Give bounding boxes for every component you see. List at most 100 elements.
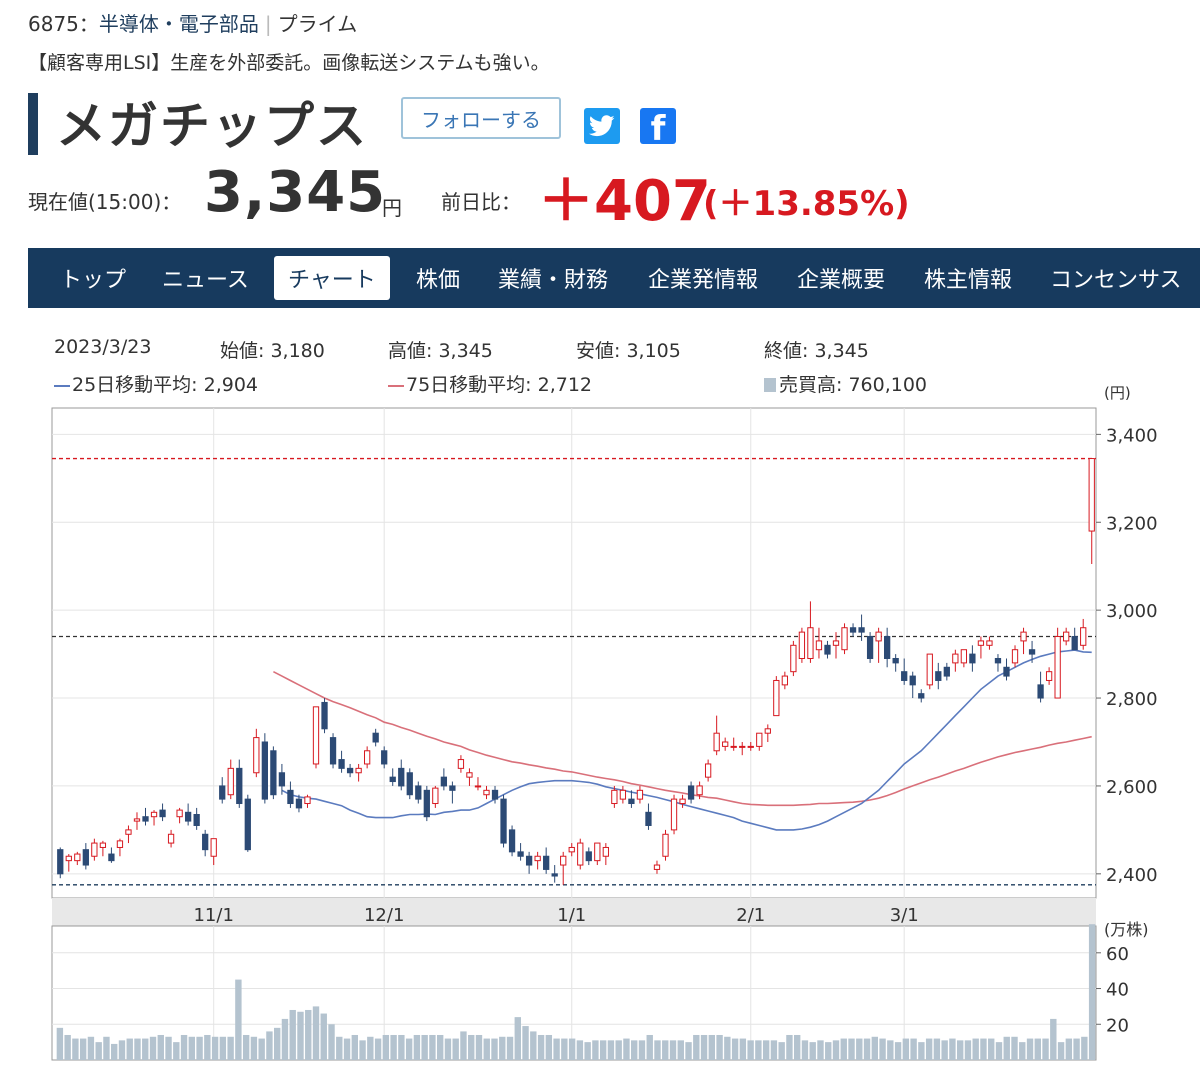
volume-bar bbox=[452, 1038, 459, 1060]
volume-bar bbox=[475, 1034, 483, 1060]
change-label: 前日比： bbox=[441, 190, 521, 214]
volume-bar bbox=[374, 1038, 382, 1060]
candle-body bbox=[364, 750, 371, 765]
volume-bar bbox=[506, 1036, 514, 1060]
volume-bar bbox=[933, 1038, 941, 1060]
candle-body bbox=[278, 772, 286, 787]
volume-bar bbox=[956, 1040, 964, 1060]
candle-body bbox=[611, 789, 618, 805]
candle-body bbox=[142, 816, 149, 822]
tab-financials[interactable]: 業績・財務 bbox=[498, 268, 609, 293]
tab-news[interactable]: ニュース bbox=[162, 268, 249, 293]
volume-bar bbox=[825, 1042, 832, 1060]
volume-bar bbox=[1019, 1042, 1026, 1060]
candle-body bbox=[261, 741, 268, 800]
candle-body bbox=[764, 728, 771, 734]
volume-bar bbox=[1088, 924, 1096, 1060]
volume-bar bbox=[235, 979, 242, 1060]
candle-body bbox=[790, 644, 797, 673]
volume-bar bbox=[468, 1034, 475, 1060]
candle-body bbox=[577, 842, 584, 866]
candle-body bbox=[662, 833, 669, 857]
volume-bar bbox=[894, 1042, 902, 1060]
tab-shareholder-info[interactable]: 株主情報 bbox=[924, 268, 1013, 293]
candle-body bbox=[253, 737, 260, 774]
candle-body bbox=[781, 675, 788, 686]
volume-bar bbox=[273, 1027, 281, 1060]
volume-bar bbox=[809, 1042, 816, 1060]
volume-bar bbox=[103, 1036, 110, 1060]
tab-price[interactable]: 株価 bbox=[416, 268, 461, 293]
candle-body bbox=[176, 809, 183, 818]
volume-bar bbox=[669, 1040, 677, 1060]
candle-body bbox=[398, 767, 405, 787]
ma25-legend: 25日移動平均: 2,904 bbox=[54, 370, 258, 397]
volume-bar bbox=[700, 1034, 708, 1060]
candle-body bbox=[560, 855, 567, 866]
volume-bar bbox=[491, 1038, 498, 1060]
candle-body bbox=[244, 798, 251, 851]
twitter-icon[interactable] bbox=[584, 108, 620, 144]
volume-bar bbox=[211, 1036, 219, 1060]
volume-bar bbox=[118, 1040, 126, 1060]
tab-company-news[interactable]: 企業発情報 bbox=[648, 268, 759, 293]
price-panel bbox=[51, 407, 1097, 899]
candle-body bbox=[1088, 458, 1095, 532]
volume-bar bbox=[266, 1031, 273, 1060]
tab-chart[interactable]: チャート bbox=[274, 256, 390, 300]
ma25-value: 25日移動平均: 2,904 bbox=[72, 374, 259, 396]
volume-bar bbox=[1073, 1038, 1080, 1060]
volume-bar bbox=[460, 1031, 467, 1060]
tab-company-overview[interactable]: 企業概要 bbox=[797, 268, 886, 293]
candle-body bbox=[594, 842, 601, 862]
divider: | bbox=[264, 12, 272, 36]
candle-body bbox=[219, 785, 226, 800]
volume-bar bbox=[196, 1036, 203, 1060]
volume-bar bbox=[405, 1038, 413, 1060]
candle-body bbox=[798, 631, 806, 659]
volume-bar bbox=[623, 1038, 630, 1060]
date-tick-label: 2/1 bbox=[736, 905, 765, 926]
volume-bar bbox=[351, 1034, 359, 1060]
price-tick-label: 2,600 bbox=[1106, 777, 1158, 798]
candle-body bbox=[832, 640, 840, 646]
volume-bar bbox=[227, 1036, 234, 1060]
volume-bar bbox=[972, 1038, 979, 1060]
volume-bar bbox=[1050, 1018, 1057, 1060]
candle-body bbox=[457, 759, 465, 769]
candle-body bbox=[329, 737, 337, 765]
candle-body bbox=[227, 767, 234, 796]
volume-bar bbox=[553, 1038, 560, 1060]
follow-button[interactable]: フォローする bbox=[401, 97, 561, 139]
volume-bar bbox=[367, 1036, 374, 1060]
volume-bar bbox=[320, 1013, 327, 1060]
volume-bar bbox=[95, 1042, 102, 1060]
candle-body bbox=[389, 776, 396, 783]
volume-bar bbox=[56, 1027, 64, 1060]
candle-body bbox=[679, 798, 686, 805]
tab-top[interactable]: トップ bbox=[60, 268, 127, 293]
candle-body bbox=[739, 745, 746, 748]
volume-bar bbox=[762, 1040, 770, 1060]
volume-bar bbox=[646, 1034, 653, 1060]
candle-body bbox=[491, 789, 499, 800]
candle-body bbox=[82, 849, 89, 866]
volume-bar bbox=[607, 1040, 615, 1060]
ma75-line bbox=[273, 670, 1092, 807]
volume-bar bbox=[173, 1042, 180, 1060]
volume-bar bbox=[398, 1034, 405, 1060]
ma25-line bbox=[281, 649, 1092, 831]
volume-bars bbox=[56, 924, 1096, 1060]
tab-consensus[interactable]: コンセンサス bbox=[1050, 268, 1182, 293]
facebook-icon[interactable]: f bbox=[640, 108, 676, 149]
candle-body bbox=[1037, 684, 1044, 699]
volume-bar bbox=[1026, 1038, 1034, 1060]
volume-bar bbox=[79, 1038, 87, 1060]
candle-body bbox=[653, 864, 661, 870]
candle-body bbox=[57, 849, 64, 875]
candle-body bbox=[466, 772, 473, 778]
sector-link[interactable]: 半導体・電子部品 bbox=[98, 12, 259, 36]
candle-body bbox=[1080, 627, 1087, 646]
candle-body bbox=[483, 789, 490, 796]
